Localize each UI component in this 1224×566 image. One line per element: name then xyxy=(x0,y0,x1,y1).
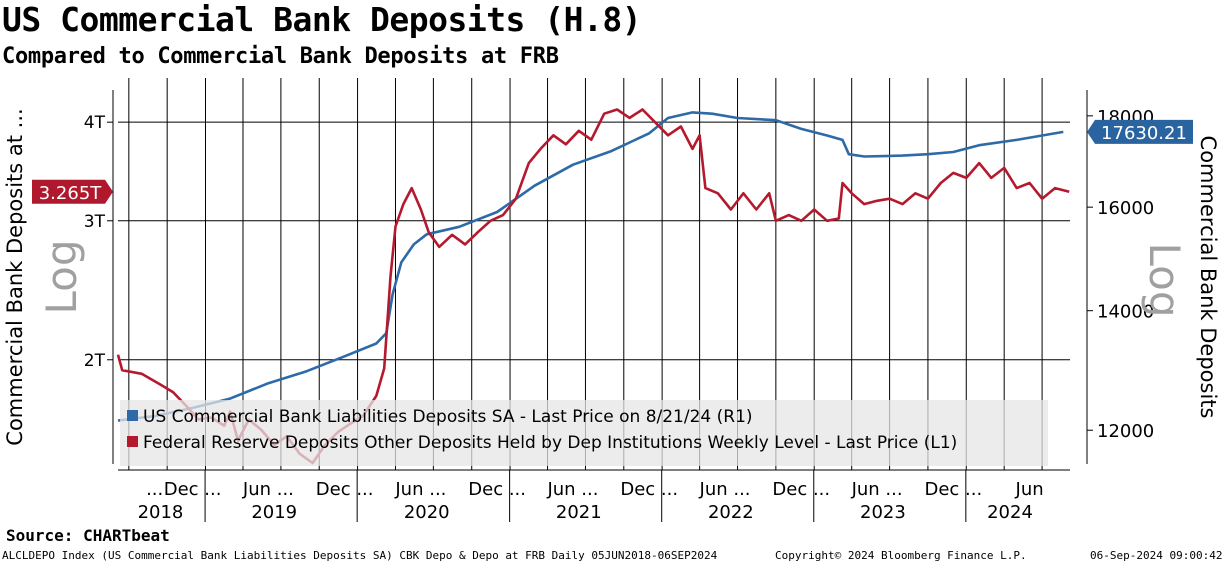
x-year-label: 2021 xyxy=(556,502,602,523)
left-last-value-label: 3.265T xyxy=(39,183,103,204)
x-year-label: 2020 xyxy=(404,502,450,523)
x-month-label: Jun ... xyxy=(242,479,294,500)
x-year-label: 2018 xyxy=(138,502,184,523)
left-tick-label: 4T xyxy=(84,113,106,133)
legend-label-fed-reserve: Federal Reserve Deposits Other Deposits … xyxy=(143,433,957,453)
footer-timestamp: 06-Sep-2024 09:00:42 xyxy=(1090,549,1223,562)
legend-swatch-blue xyxy=(127,410,138,421)
source-note: Source: CHARTbeat xyxy=(6,526,170,545)
right-tick-label: 12000 xyxy=(1097,421,1154,442)
x-month-label: Jun ... xyxy=(394,479,446,500)
legend-label-commercial-bank: US Commercial Bank Liabilities Deposits … xyxy=(143,407,753,427)
x-month-label: Dec ... xyxy=(316,479,374,500)
legend: US Commercial Bank Liabilities Deposits … xyxy=(120,400,1048,466)
right-axis-scale-note: Log xyxy=(1140,242,1189,317)
chart-subtitle: Compared to Commercial Bank Deposits at … xyxy=(2,44,559,69)
x-year-label: 2019 xyxy=(251,502,297,523)
right-tick-label: 14000 xyxy=(1097,302,1154,323)
right-last-value-label: 17630.21 xyxy=(1101,123,1187,144)
left-tick-label: 3T xyxy=(84,212,106,232)
x-month-label: Jun xyxy=(1015,479,1044,500)
left-axis-scale-note: Log xyxy=(37,239,86,314)
legend-swatch-red xyxy=(127,436,138,447)
left-tick-label: 2T xyxy=(84,351,106,371)
right-axis-title: Commercial Bank Deposits xyxy=(1196,136,1220,419)
legend-background xyxy=(120,400,1048,466)
x-month-label: Dec ... xyxy=(772,479,830,500)
x-month-label: Jun ... xyxy=(851,479,903,500)
footer-index-info: ALCLDEPO Index (US Commercial Bank Liabi… xyxy=(2,549,718,562)
series-line-commercial-bank-deposits xyxy=(117,111,1064,422)
x-month-label: ... xyxy=(146,479,163,500)
left-last-value-badge xyxy=(32,179,113,204)
chart-title: US Commercial Bank Deposits (H.8) xyxy=(2,0,642,39)
right-last-value-badge xyxy=(1087,119,1193,144)
right-tick-label: 16000 xyxy=(1097,198,1154,219)
x-year-label: 2024 xyxy=(987,502,1033,523)
x-month-label: Dec ... xyxy=(924,479,982,500)
left-axis-title: Commercial Bank Deposits at ... xyxy=(3,108,27,445)
x-month-label: Dec ... xyxy=(620,479,678,500)
footer-copyright: Copyright© 2024 Bloomberg Finance L.P. xyxy=(775,549,1027,562)
x-month-label: Dec ... xyxy=(468,479,526,500)
x-year-label: 2023 xyxy=(860,502,906,523)
x-month-label: Jun ... xyxy=(699,479,751,500)
x-year-label: 2022 xyxy=(708,502,754,523)
x-month-label: Dec ... xyxy=(164,479,222,500)
x-month-label: Jun ... xyxy=(546,479,598,500)
